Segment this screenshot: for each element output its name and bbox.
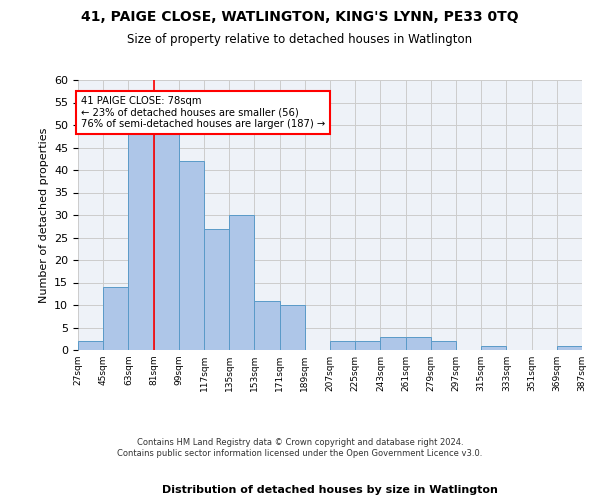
Bar (380, 336, 406, 350)
Text: Distribution of detached houses by size in Watlington: Distribution of detached houses by size … (162, 485, 498, 495)
Bar (128, 125, 154, 350)
Text: Size of property relative to detached houses in Watlington: Size of property relative to detached ho… (127, 32, 473, 46)
Bar (431, 341, 456, 350)
Bar (280, 305, 305, 350)
Text: Contains HM Land Registry data © Crown copyright and database right 2024.
Contai: Contains HM Land Registry data © Crown c… (118, 438, 482, 458)
Bar (481, 346, 506, 350)
Text: 41, PAIGE CLOSE, WATLINGTON, KING'S LYNN, PE33 0TQ: 41, PAIGE CLOSE, WATLINGTON, KING'S LYNN… (81, 10, 519, 24)
Text: 41 PAIGE CLOSE: 78sqm
← 23% of detached houses are smaller (56)
76% of semi-deta: 41 PAIGE CLOSE: 78sqm ← 23% of detached … (81, 96, 325, 129)
Bar (204, 228, 229, 350)
Bar (78, 341, 103, 350)
Bar (154, 125, 179, 350)
Bar (103, 287, 128, 350)
Bar (355, 341, 380, 350)
Bar (254, 300, 280, 350)
Bar (330, 341, 355, 350)
Bar (229, 215, 254, 350)
Bar (179, 161, 204, 350)
Y-axis label: Number of detached properties: Number of detached properties (38, 128, 49, 302)
Bar (406, 336, 431, 350)
Bar (557, 346, 582, 350)
